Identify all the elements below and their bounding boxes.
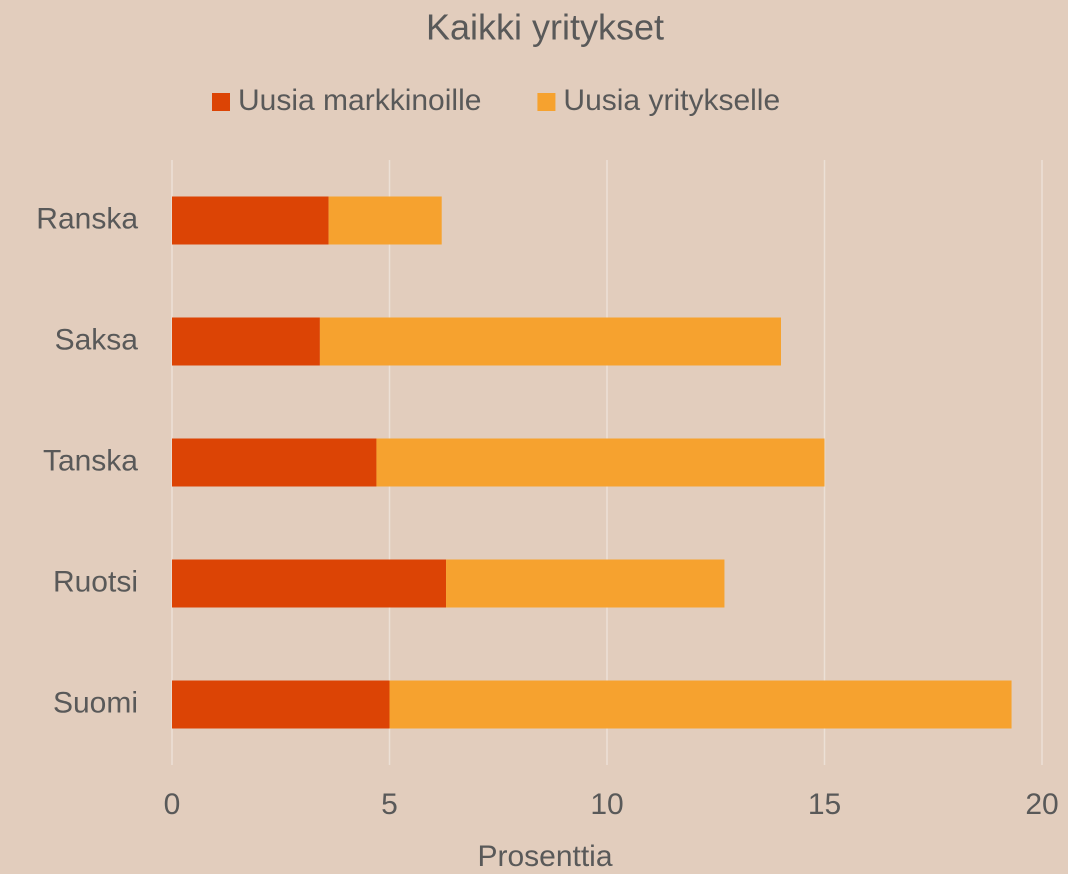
bar-segment [376, 438, 825, 487]
x-tick-label: 5 [381, 788, 398, 821]
bar-segment [172, 317, 320, 366]
x-tick-label: 10 [590, 788, 623, 821]
bar-segment [319, 317, 781, 366]
legend-swatch [537, 93, 556, 111]
chart-title: Kaikki yritykset [426, 7, 664, 48]
bar-segment [172, 680, 390, 729]
x-axis-label: Prosenttia [477, 840, 612, 873]
legend-label: Uusia yritykselle [563, 84, 780, 117]
bar-segment [446, 559, 725, 608]
x-tick-label: 0 [164, 788, 181, 821]
bar-segment [172, 196, 329, 245]
legend-swatch [212, 93, 230, 111]
bar-segment [328, 196, 442, 245]
y-tick-label: Ruotsi [53, 565, 138, 598]
bar-segment [172, 438, 377, 487]
bar-segment [172, 559, 447, 608]
bar-segment [389, 680, 1012, 729]
y-tick-label: Ranska [36, 202, 138, 235]
x-tick-label: 20 [1025, 788, 1058, 821]
x-tick-label: 15 [808, 788, 841, 821]
y-tick-label: Tanska [43, 444, 138, 477]
y-tick-label: Suomi [53, 686, 138, 719]
y-tick-label: Saksa [55, 323, 139, 356]
legend-label: Uusia markkinoille [238, 84, 481, 117]
